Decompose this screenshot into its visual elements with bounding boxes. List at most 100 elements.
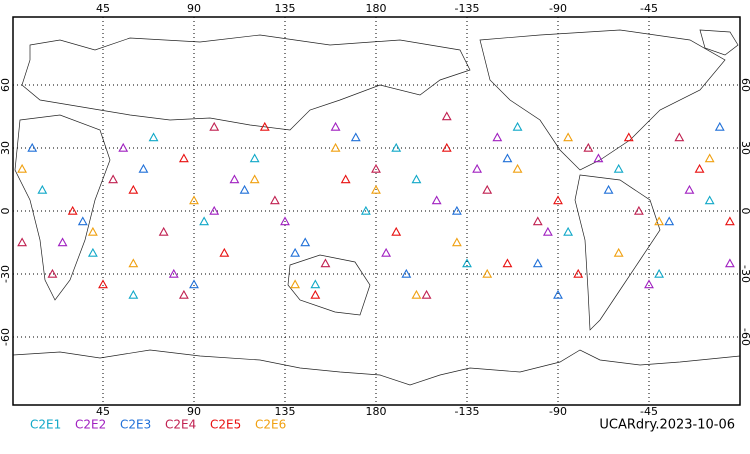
observation-marker [644,279,654,289]
legend-entry: C2E4 [165,418,196,432]
observation-marker [219,247,230,257]
observation-marker [381,247,392,257]
observation-marker [98,279,108,289]
observation-marker [654,216,665,226]
observation-marker [553,289,563,299]
observation-marker [27,142,38,152]
y-tick-label-right: -60 [739,328,750,346]
y-tick-label-right: 60 [739,78,750,92]
observation-marker [613,247,624,257]
observation-marker [593,153,604,163]
y-tick-label-left: -60 [0,328,12,346]
observation-marker [664,216,675,226]
observation-marker [563,132,574,142]
coastline [12,349,741,386]
observation-marker [168,268,179,278]
coastlines [12,29,741,386]
observation-marker [229,174,240,184]
observation-marker [108,174,119,184]
x-tick-label-bottom: -45 [640,405,658,418]
observation-marker [542,226,553,236]
legend-entry: C2E1 [30,418,61,432]
x-tick-label-bottom: -90 [549,405,567,418]
observation-marker [320,258,331,268]
coastline [574,174,661,331]
x-tick-label-top: 90 [187,2,201,15]
observation-marker [128,184,139,194]
observation-marker [512,121,523,131]
observation-marker [310,289,321,299]
observation-marker [451,205,462,215]
observation-marker [512,163,523,173]
observation-marker [290,247,301,257]
observation-marker [684,184,695,194]
legend-entry: C2E3 [120,418,151,432]
observation-marker [128,258,139,268]
observation-marker [613,163,624,173]
observation-marker [340,174,351,184]
observation-marker [17,237,28,247]
legend-entry: C2E2 [75,418,106,432]
observation-marker [330,121,341,131]
observation-marker [724,258,735,268]
observation-marker [280,216,290,226]
x-tick-label-top: 135 [275,2,296,15]
observation-marker [492,132,503,142]
x-tick-label-top: 180 [366,2,387,15]
observation-marker [583,142,594,152]
observation-marker [330,142,341,152]
x-tick-label-bottom: -135 [455,405,480,418]
y-tick-label-right: -30 [739,265,750,283]
observation-marker [441,111,452,121]
y-tick-label-left: 0 [0,208,12,215]
observation-marker [411,174,422,184]
observation-marker [704,195,715,205]
observation-marker [411,289,422,299]
y-tick-label-left: 60 [0,78,12,92]
observation-marker [371,184,381,194]
observation-marker [249,153,260,163]
observation-marker [482,184,493,194]
legend-entry: C2E6 [255,418,286,432]
observation-marker [573,268,584,278]
observation-marker [553,195,563,205]
coastline [287,254,371,316]
observation-marker [350,132,361,142]
observation-marker [391,142,402,152]
observation-marker [269,195,280,205]
observation-marker [623,132,634,142]
observation-marker [300,237,311,247]
x-tick-label-bottom: 135 [275,405,296,418]
x-tick-label-top: -135 [455,2,480,15]
observation-marker [603,184,614,194]
observation-marker [290,279,301,289]
observation-marker [158,226,169,236]
coastline [699,29,739,56]
observations [17,111,735,299]
observation-marker [441,142,452,152]
observation-marker [189,279,199,289]
run-label: UCARdry.2023-10-06 [599,418,735,433]
observation-marker [502,258,513,268]
observation-marker [37,184,48,194]
observation-marker [67,205,78,215]
y-tick-label-left: 30 [0,141,12,155]
observation-marker [47,268,58,278]
observation-marker [128,289,139,299]
observation-marker [714,121,725,131]
observation-marker [148,132,159,142]
observation-marker [57,237,68,247]
x-tick-label-top: 45 [96,2,110,15]
observation-marker [563,226,574,236]
x-tick-label-bottom: 45 [96,405,110,418]
coastline [479,29,726,171]
observation-marker [87,226,98,236]
observation-marker [674,132,685,142]
observation-marker [421,289,432,299]
x-tick-label-bottom: 180 [366,405,387,418]
observation-marker [431,195,442,205]
x-tick-label-top: -45 [640,2,658,15]
observation-marker [118,142,129,152]
observation-marker [633,205,644,215]
